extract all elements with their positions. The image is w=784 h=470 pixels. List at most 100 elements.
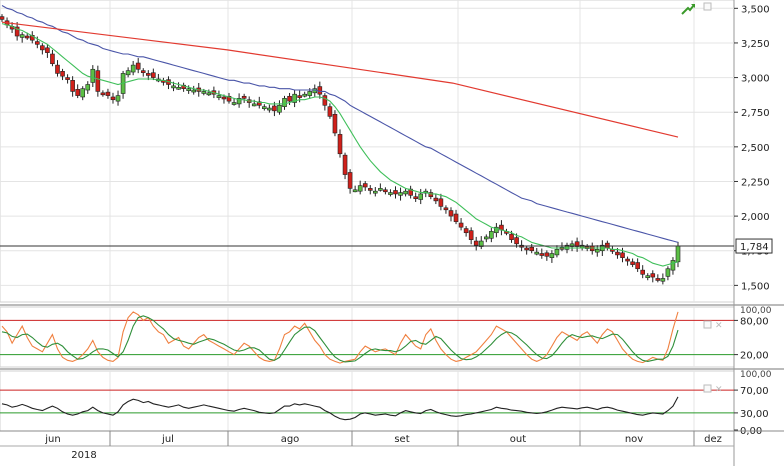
candle-body: [564, 244, 570, 250]
candle-body: [433, 197, 439, 202]
candle-body: [95, 70, 101, 92]
candle-body: [236, 98, 242, 105]
price-tick-label: 1,500: [741, 281, 770, 292]
candle-body: [625, 258, 630, 262]
candle-body: [615, 251, 620, 256]
candle-body: [302, 93, 307, 97]
osc-top-label: 100,00: [740, 306, 772, 316]
candle-body: [256, 101, 262, 106]
candle-body: [221, 96, 227, 100]
candle-body: [80, 88, 86, 98]
candle-body: [262, 106, 267, 109]
candle-body: [514, 237, 519, 245]
month-label: dez: [704, 434, 722, 445]
candle-body: [635, 262, 640, 270]
candle-body: [206, 92, 212, 96]
candle-body: [448, 210, 454, 217]
candle-body: [0, 16, 5, 20]
candle-body: [352, 189, 358, 193]
candle-body: [55, 64, 60, 74]
price-tick-label: 2,500: [741, 143, 770, 154]
candle-body: [332, 113, 338, 134]
month-label: jul: [161, 434, 174, 445]
candle-body: [554, 249, 560, 256]
candle-body: [135, 62, 141, 70]
panel-toggle-icon[interactable]: [703, 2, 712, 11]
candle-body: [272, 105, 277, 112]
trend-arrow-icon[interactable]: [681, 4, 695, 15]
candle-body: [650, 273, 656, 278]
candle-body: [24, 35, 30, 39]
candle-body: [251, 103, 257, 107]
candle-body: [655, 278, 661, 281]
candle-body: [478, 240, 484, 247]
candle-body: [362, 183, 368, 188]
candle-body: [130, 64, 136, 73]
candle-body: [241, 95, 247, 99]
candle-body: [383, 189, 388, 193]
candle-body: [574, 241, 580, 247]
close-icon[interactable]: ✕: [715, 321, 723, 331]
stochastic-fast-line: [1, 311, 679, 364]
candle-body: [342, 154, 348, 175]
price-tick-label: 2,000: [741, 212, 770, 223]
candle-body: [483, 236, 489, 240]
current-price-label: 1,784: [740, 242, 769, 253]
candle-body: [640, 269, 645, 275]
candle-body: [529, 246, 535, 252]
candle-body: [50, 53, 55, 65]
candle-body: [337, 134, 343, 155]
candle-body: [408, 188, 413, 196]
candle-body: [393, 190, 398, 195]
candle-body: [277, 104, 282, 113]
candle-body: [443, 207, 449, 211]
candle-body: [458, 222, 464, 228]
candle-body: [413, 196, 418, 200]
candle-body: [267, 107, 272, 111]
candle-body: [297, 95, 302, 98]
candle-body: [231, 102, 237, 105]
moving-average-long-line: [1, 21, 679, 138]
osc-tick-label: 80,00: [740, 316, 769, 327]
osc-tick-label: 30,00: [740, 409, 769, 420]
candle-body: [594, 249, 600, 253]
candle-body: [216, 95, 222, 98]
candle-body: [549, 253, 555, 258]
osc-top-label: 100,00: [740, 370, 772, 380]
panel-toggle-icon[interactable]: [703, 320, 712, 329]
candle-body: [534, 251, 540, 255]
candle-body: [90, 68, 96, 83]
month-label: out: [510, 434, 526, 445]
candle-body: [569, 243, 575, 247]
candle-body: [105, 91, 111, 96]
candle-body: [428, 192, 434, 198]
candle-body: [539, 253, 545, 256]
candle-body: [660, 278, 666, 282]
candle-body: [40, 45, 45, 51]
candle-body: [373, 190, 378, 194]
close-icon[interactable]: ✕: [715, 385, 723, 395]
candle-body: [665, 268, 671, 277]
candle-body: [226, 95, 232, 102]
candle-body: [307, 91, 313, 96]
month-label: jun: [44, 434, 60, 445]
candle-body: [544, 252, 550, 257]
moving-average-short-line: [1, 23, 679, 267]
candle-body: [322, 95, 328, 106]
candle-body: [378, 188, 383, 191]
panel-toggle-icon[interactable]: [703, 384, 712, 393]
candle-body: [85, 84, 91, 91]
candle-body: [115, 95, 121, 102]
candle-body: [29, 35, 35, 41]
candle-body: [145, 73, 151, 76]
candle-body: [45, 47, 50, 53]
candle-body: [282, 98, 287, 107]
candle-body: [186, 88, 191, 91]
candle-body: [670, 260, 676, 271]
rsi-line: [1, 396, 679, 421]
candle-body: [75, 89, 80, 96]
candle-body: [675, 245, 681, 263]
candle-body: [65, 77, 70, 80]
candle-body: [287, 95, 292, 102]
